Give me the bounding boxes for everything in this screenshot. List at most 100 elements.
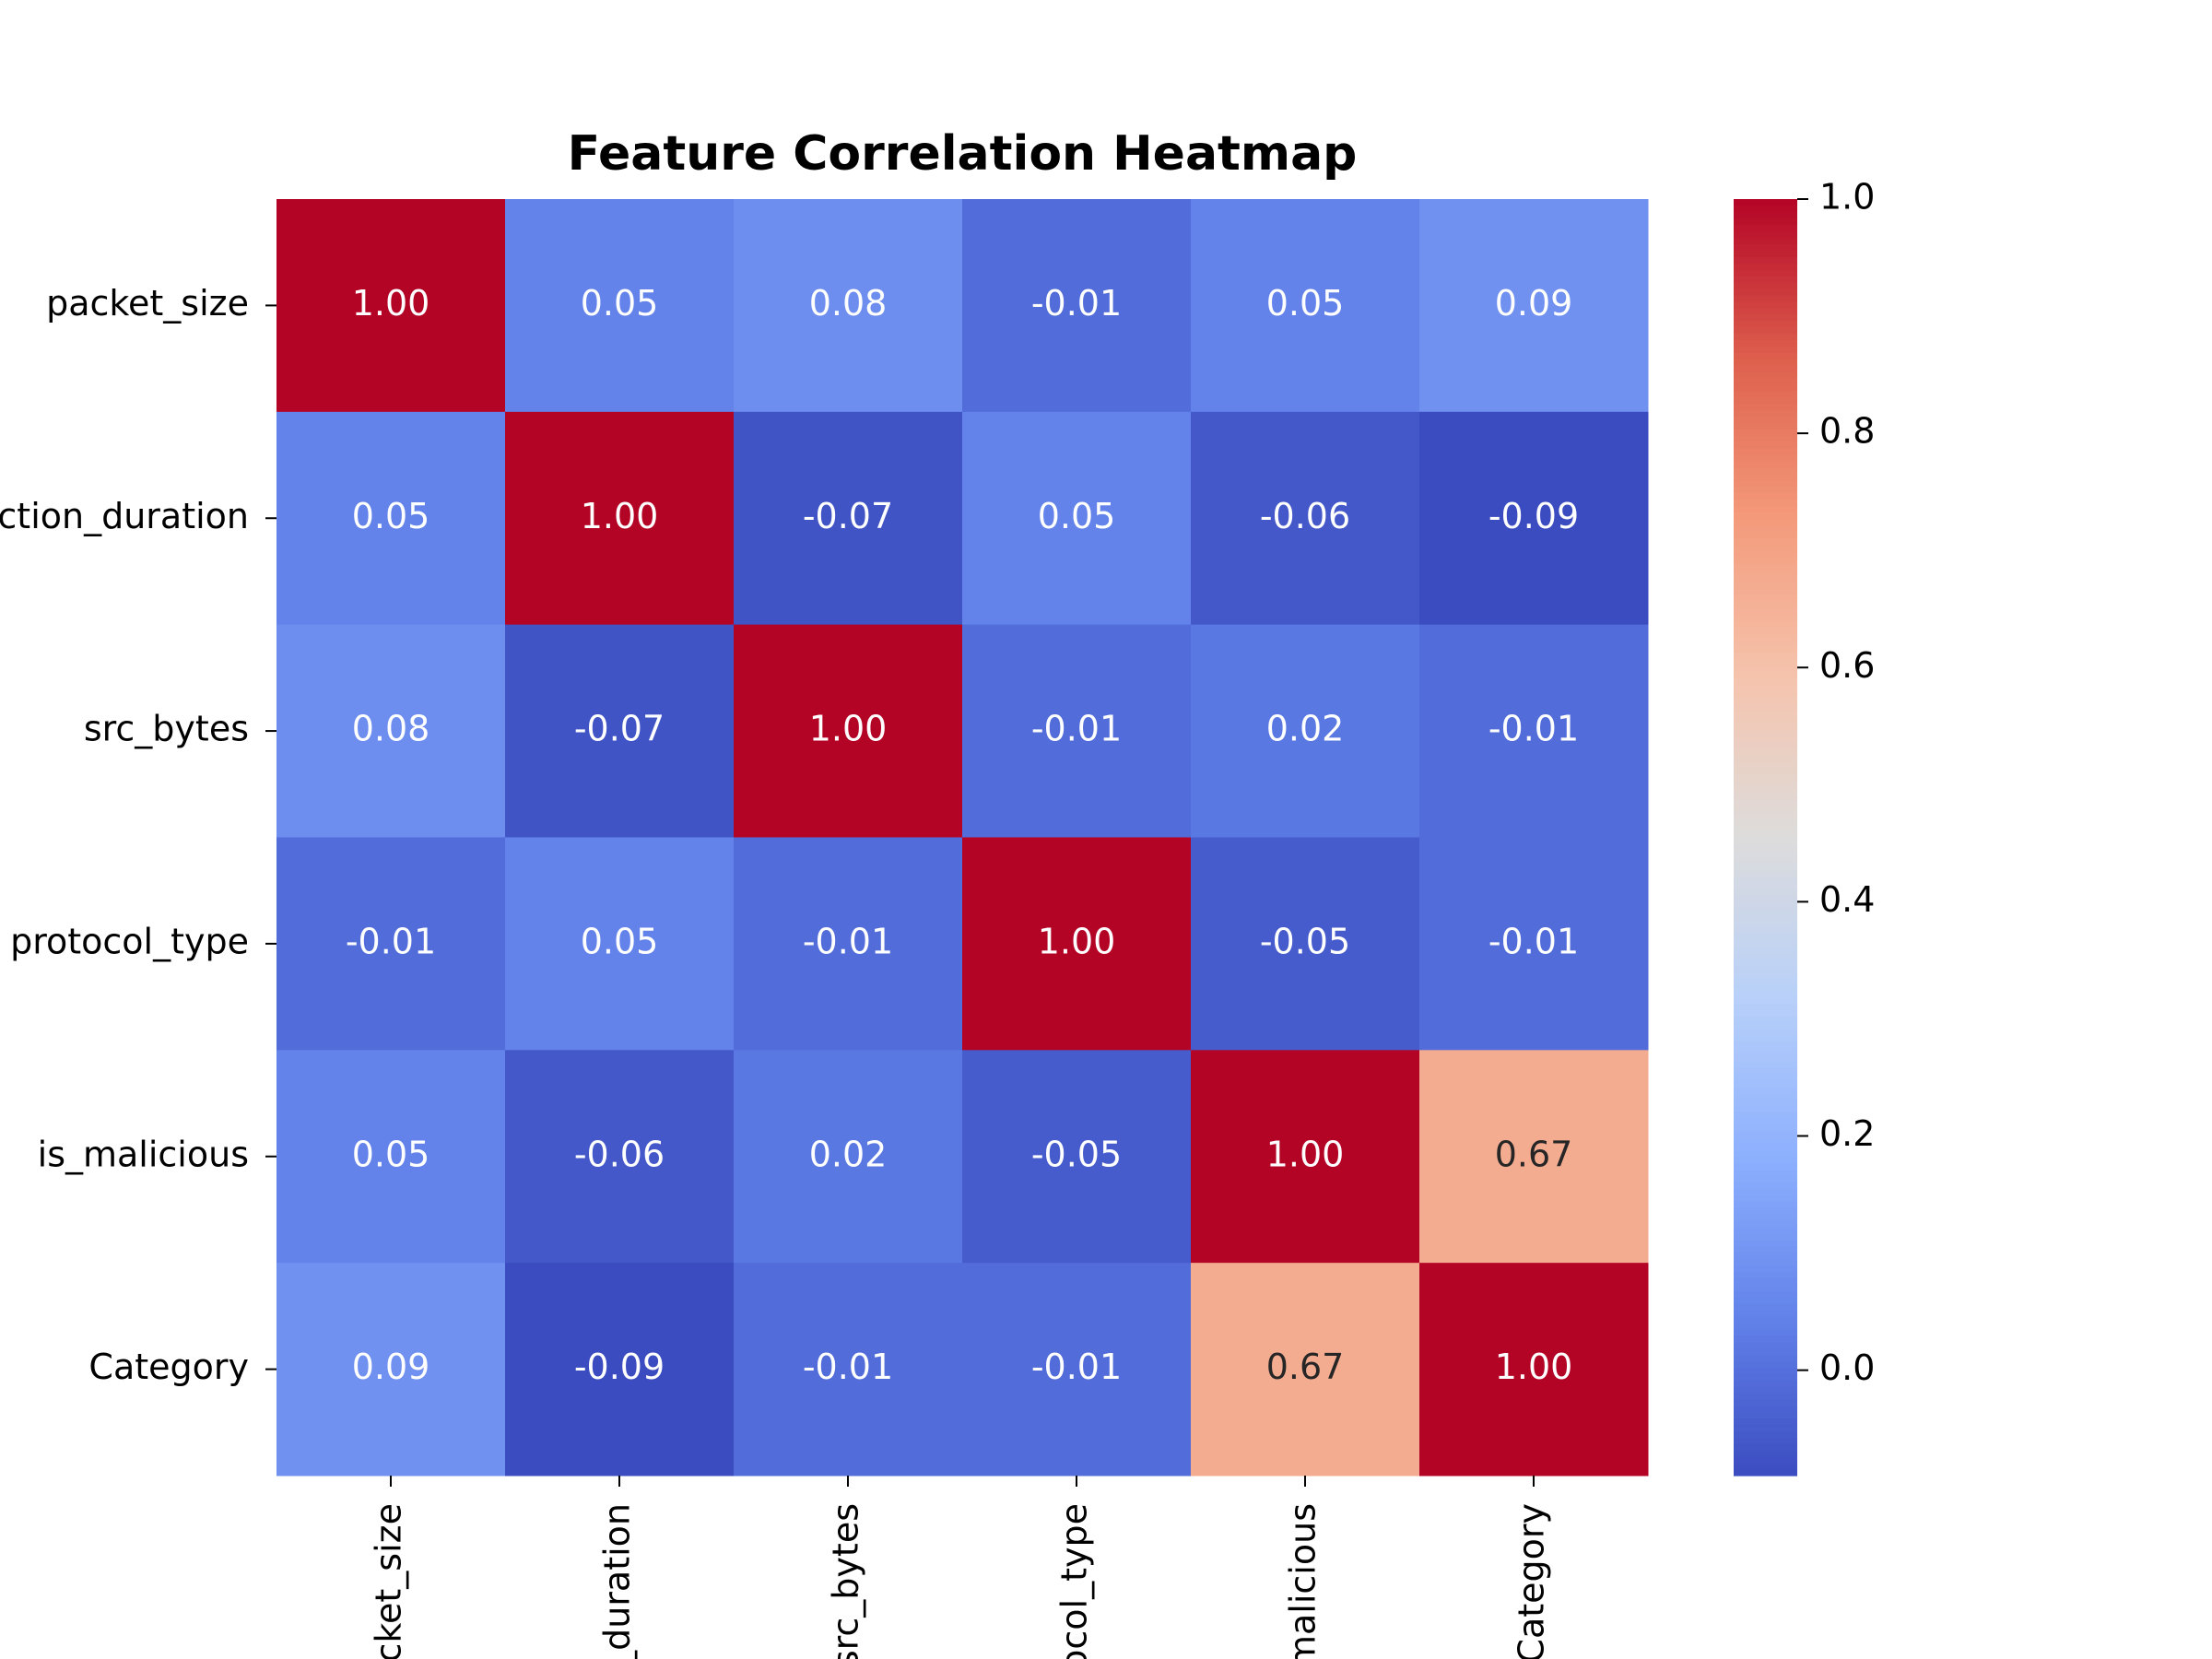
- colorbar-segment: [1734, 396, 1797, 405]
- colorbar-segment: [1734, 894, 1797, 902]
- colorbar-segment: [1734, 256, 1797, 264]
- cell-label: -0.01: [1031, 709, 1122, 749]
- colorbar-segment: [1734, 288, 1797, 296]
- colorbar-segment: [1734, 562, 1797, 571]
- colorbar-segment: [1734, 300, 1797, 309]
- heatmap-cell: [1419, 1263, 1649, 1477]
- colorbar-segment: [1734, 365, 1797, 372]
- colorbar-segment: [1734, 913, 1797, 922]
- colorbar-segment: [1734, 326, 1797, 335]
- heatmap-cell: [962, 199, 1192, 413]
- colorbar-segment: [1734, 512, 1797, 519]
- colorbar-segment: [1734, 773, 1797, 781]
- colorbar-segment: [1734, 677, 1797, 685]
- heatmap-cell: [276, 411, 506, 626]
- colorbar-segment: [1734, 632, 1797, 641]
- x-tick-label: protocol_type: [1054, 1503, 1095, 1659]
- colorbar-segment: [1734, 307, 1797, 315]
- heatmap-cell: [276, 1050, 506, 1264]
- cell-label: 0.09: [352, 1347, 430, 1387]
- colorbar-segment: [1734, 1373, 1797, 1381]
- colorbar-segment: [1734, 211, 1797, 219]
- x-tick-label: packet_size: [369, 1503, 409, 1659]
- colorbar-segment: [1734, 1392, 1797, 1400]
- colorbar-segment: [1734, 1309, 1797, 1317]
- colorbar-segment: [1734, 850, 1797, 857]
- colorbar-segment: [1734, 1245, 1797, 1253]
- colorbar-segment: [1734, 876, 1797, 883]
- colorbar-segment: [1734, 320, 1797, 328]
- colorbar-segment: [1734, 652, 1797, 660]
- colorbar-segment: [1734, 1380, 1797, 1387]
- colorbar-segment: [1734, 671, 1797, 678]
- colorbar-segment: [1734, 620, 1797, 628]
- colorbar-segment: [1734, 837, 1797, 845]
- colorbar-segment: [1734, 313, 1797, 322]
- colorbar-segment: [1734, 703, 1797, 711]
- colorbar-segment: [1734, 294, 1797, 302]
- heatmap-cell: [962, 411, 1192, 626]
- colorbar-segment: [1734, 518, 1797, 525]
- colorbar-segment: [1734, 900, 1797, 909]
- colorbar-segment: [1734, 881, 1797, 889]
- colorbar-segment: [1734, 1277, 1797, 1285]
- colorbar-segment: [1734, 965, 1797, 972]
- heatmap-cell: [1191, 1050, 1420, 1264]
- heatmap-cell: [734, 199, 963, 413]
- colorbar-segment: [1734, 1079, 1797, 1088]
- colorbar-segment: [1734, 371, 1797, 379]
- colorbar-segment: [1734, 793, 1797, 800]
- colorbar-segment: [1734, 811, 1797, 819]
- colorbar-segment: [1734, 1086, 1797, 1094]
- colorbar-segment: [1734, 1156, 1797, 1164]
- heatmap-cell: [505, 1263, 735, 1477]
- colorbar-segment: [1734, 1405, 1797, 1413]
- colorbar-segment: [1734, 933, 1797, 940]
- x-tick-label: src_bytes: [826, 1503, 866, 1659]
- colorbar-segment: [1734, 1303, 1797, 1311]
- colorbar-segment: [1734, 996, 1797, 1005]
- cell-label: -0.06: [1260, 496, 1350, 536]
- colorbar-segment: [1734, 1450, 1797, 1457]
- colorbar-segment: [1734, 1252, 1797, 1260]
- x-tick-label: connection_duration: [597, 1503, 638, 1659]
- colorbar-tick-label: 0.6: [1819, 645, 1875, 686]
- colorbar-tick-label: 0.4: [1819, 879, 1875, 920]
- colorbar-segment: [1734, 920, 1797, 928]
- colorbar-segment: [1734, 543, 1797, 551]
- colorbar-segment: [1734, 747, 1797, 756]
- colorbar-segment: [1734, 626, 1797, 634]
- colorbar-segment: [1734, 479, 1797, 488]
- cell-label: 0.05: [581, 921, 659, 961]
- heatmap-cell: [962, 624, 1192, 838]
- colorbar-segment: [1734, 1354, 1797, 1361]
- y-tick-label: src_bytes: [84, 709, 249, 749]
- colorbar-segment: [1734, 1386, 1797, 1394]
- colorbar-segment: [1734, 780, 1797, 787]
- colorbar-segment: [1734, 863, 1797, 870]
- cell-label: 0.05: [581, 283, 659, 324]
- colorbar-segment: [1734, 1469, 1797, 1477]
- colorbar-tick-label: 0.8: [1819, 411, 1875, 452]
- colorbar-segment: [1734, 237, 1797, 245]
- colorbar-segment: [1734, 441, 1797, 449]
- heatmap-cell: [505, 1050, 735, 1264]
- heatmap-cell: [505, 199, 735, 413]
- colorbar-tick-label: 1.0: [1819, 177, 1875, 218]
- colorbar-segment: [1734, 524, 1797, 532]
- colorbar-segment: [1734, 588, 1797, 595]
- heatmap-cell: [734, 837, 963, 1051]
- colorbar-segment: [1734, 1118, 1797, 1125]
- colorbar-segment: [1734, 805, 1797, 813]
- colorbar-segment: [1734, 243, 1797, 251]
- colorbar-segment: [1734, 1315, 1797, 1324]
- colorbar-segment: [1734, 218, 1797, 226]
- colorbar-segment: [1734, 639, 1797, 647]
- colorbar-segment: [1734, 1048, 1797, 1055]
- colorbar-segment: [1734, 505, 1797, 512]
- colorbar-segment: [1734, 346, 1797, 353]
- colorbar-segment: [1734, 276, 1797, 283]
- colorbar-segment: [1734, 665, 1797, 673]
- heatmap-cell: [1419, 624, 1649, 838]
- colorbar-segment: [1734, 569, 1797, 577]
